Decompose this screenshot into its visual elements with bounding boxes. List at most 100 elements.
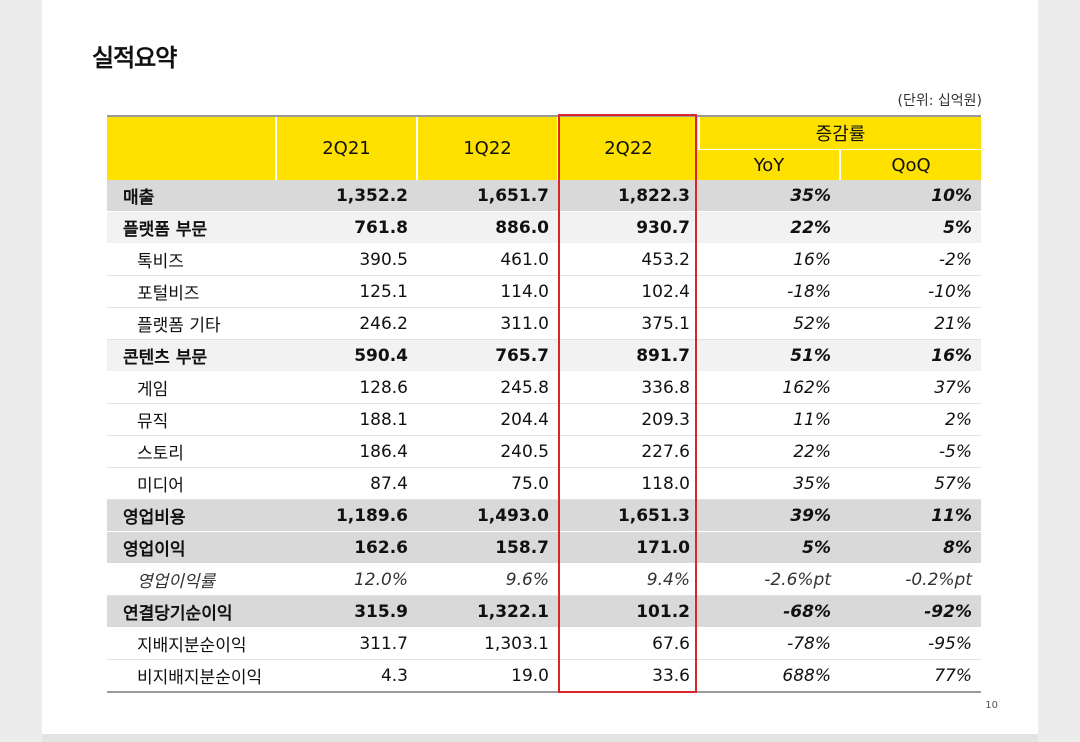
cell-yoy: -68% xyxy=(699,595,840,628)
header-qoq: QoQ xyxy=(839,149,981,180)
row-label: 게임 xyxy=(107,371,276,404)
row-label: 영업이익률 xyxy=(107,563,276,596)
cell-qoq: 21% xyxy=(840,307,981,340)
cell-qoq: 8% xyxy=(840,531,981,564)
cell-2q22: 118.0 xyxy=(558,467,699,500)
row-label: 비지배지분순이익 xyxy=(107,659,276,693)
cell-yoy: 162% xyxy=(699,371,840,404)
table-row-operating-profit: 영업이익 162.6 158.7 171.0 5% 8% xyxy=(107,531,981,564)
cell-qoq: 16% xyxy=(840,339,981,372)
table-row-controlling-interest: 지배지분순이익 311.7 1,303.1 67.6 -78% -95% xyxy=(107,627,981,660)
cell-yoy: 39% xyxy=(699,499,840,532)
table-row-revenue: 매출 1,352.2 1,651.7 1,822.3 35% 10% xyxy=(107,180,981,212)
cell-2q21: 311.7 xyxy=(276,627,417,660)
cell-1q22: 245.8 xyxy=(417,371,558,404)
cell-2q21: 125.1 xyxy=(276,275,417,308)
cell-1q22: 240.5 xyxy=(417,435,558,468)
cell-qoq: -10% xyxy=(840,275,981,308)
row-label: 영업비용 xyxy=(107,499,276,532)
cell-2q22: 453.2 xyxy=(558,243,699,276)
cell-2q21: 188.1 xyxy=(276,403,417,436)
unit-note: (단위: 십억원) xyxy=(897,93,983,109)
header-2q21: 2Q21 xyxy=(275,115,417,180)
cell-yoy: 16% xyxy=(699,243,840,276)
cell-yoy: 22% xyxy=(699,435,840,468)
cell-yoy: 5% xyxy=(699,531,840,564)
row-label: 콘텐츠 부문 xyxy=(107,339,276,372)
table-row-net-income: 연결당기순이익 315.9 1,322.1 101.2 -68% -92% xyxy=(107,595,981,628)
cell-1q22: 461.0 xyxy=(417,243,558,276)
cell-1q22: 311.0 xyxy=(417,307,558,340)
cell-yoy: -2.6%pt xyxy=(699,563,840,596)
row-label: 뮤직 xyxy=(107,403,276,436)
cell-2q21: 1,189.6 xyxy=(276,499,417,532)
cell-yoy: 52% xyxy=(699,307,840,340)
row-label: 매출 xyxy=(107,180,276,212)
table-row-noncontrolling-interest: 비지배지분순이익 4.3 19.0 33.6 688% 77% xyxy=(107,659,981,693)
row-label: 플랫폼 기타 xyxy=(107,307,276,340)
cell-qoq: 5% xyxy=(840,211,981,244)
cell-2q22: 336.8 xyxy=(558,371,699,404)
table-row-platform-other: 플랫폼 기타 246.2 311.0 375.1 52% 21% xyxy=(107,307,981,340)
cell-2q22: 33.6 xyxy=(558,659,699,693)
cell-2q22: 1,651.3 xyxy=(558,499,699,532)
table-row-music: 뮤직 188.1 204.4 209.3 11% 2% xyxy=(107,403,981,436)
table-row-portalbiz: 포털비즈 125.1 114.0 102.4 -18% -10% xyxy=(107,275,981,308)
cell-2q22: 9.4% xyxy=(558,563,699,596)
header-corner xyxy=(107,115,276,180)
cell-1q22: 158.7 xyxy=(417,531,558,564)
row-label: 미디어 xyxy=(107,467,276,500)
cell-1q22: 114.0 xyxy=(417,275,558,308)
table-row-story: 스토리 186.4 240.5 227.6 22% -5% xyxy=(107,435,981,468)
cell-qoq: 2% xyxy=(840,403,981,436)
cell-qoq: 37% xyxy=(840,371,981,404)
cell-1q22: 765.7 xyxy=(417,339,558,372)
cell-yoy: 688% xyxy=(699,659,840,693)
cell-yoy: 11% xyxy=(699,403,840,436)
cell-2q21: 87.4 xyxy=(276,467,417,500)
cell-qoq: 77% xyxy=(840,659,981,693)
cell-1q22: 1,493.0 xyxy=(417,499,558,532)
table-row-game: 게임 128.6 245.8 336.8 162% 37% xyxy=(107,371,981,404)
table-row-operating-margin: 영업이익률 12.0% 9.6% 9.4% -2.6%pt -0.2%pt xyxy=(107,563,981,596)
cell-2q21: 128.6 xyxy=(276,371,417,404)
cell-yoy: -18% xyxy=(699,275,840,308)
cell-2q21: 761.8 xyxy=(276,211,417,244)
cell-2q22: 891.7 xyxy=(558,339,699,372)
cell-2q22: 101.2 xyxy=(558,595,699,628)
cell-2q21: 186.4 xyxy=(276,435,417,468)
cell-qoq: 57% xyxy=(840,467,981,500)
row-label: 포털비즈 xyxy=(107,275,276,308)
cell-yoy: 22% xyxy=(699,211,840,244)
cell-2q21: 4.3 xyxy=(276,659,417,693)
cell-yoy: 51% xyxy=(699,339,840,372)
cell-2q22: 375.1 xyxy=(558,307,699,340)
cell-2q22: 102.4 xyxy=(558,275,699,308)
cell-1q22: 1,322.1 xyxy=(417,595,558,628)
cell-2q22: 171.0 xyxy=(558,531,699,564)
cell-1q22: 75.0 xyxy=(417,467,558,500)
cell-2q21: 246.2 xyxy=(276,307,417,340)
cell-2q21: 590.4 xyxy=(276,339,417,372)
page-title: 실적요약 xyxy=(92,44,177,72)
table-row-opex: 영업비용 1,189.6 1,493.0 1,651.3 39% 11% xyxy=(107,499,981,532)
cell-2q22: 209.3 xyxy=(558,403,699,436)
footer-divider xyxy=(42,734,1038,742)
cell-1q22: 19.0 xyxy=(417,659,558,693)
cell-qoq: -0.2%pt xyxy=(840,563,981,596)
cell-qoq: -95% xyxy=(840,627,981,660)
cell-2q22: 227.6 xyxy=(558,435,699,468)
header-change-group: 증감률 xyxy=(698,115,981,150)
cell-2q22: 67.6 xyxy=(558,627,699,660)
cell-qoq: -5% xyxy=(840,435,981,468)
cell-qoq: -92% xyxy=(840,595,981,628)
cell-2q21: 315.9 xyxy=(276,595,417,628)
cell-2q22: 930.7 xyxy=(558,211,699,244)
row-label: 영업이익 xyxy=(107,531,276,564)
cell-2q22: 1,822.3 xyxy=(558,180,699,212)
cell-2q21: 162.6 xyxy=(276,531,417,564)
table-row-content: 콘텐츠 부문 590.4 765.7 891.7 51% 16% xyxy=(107,339,981,372)
cell-qoq: -2% xyxy=(840,243,981,276)
row-label: 플랫폼 부문 xyxy=(107,211,276,244)
cell-1q22: 204.4 xyxy=(417,403,558,436)
